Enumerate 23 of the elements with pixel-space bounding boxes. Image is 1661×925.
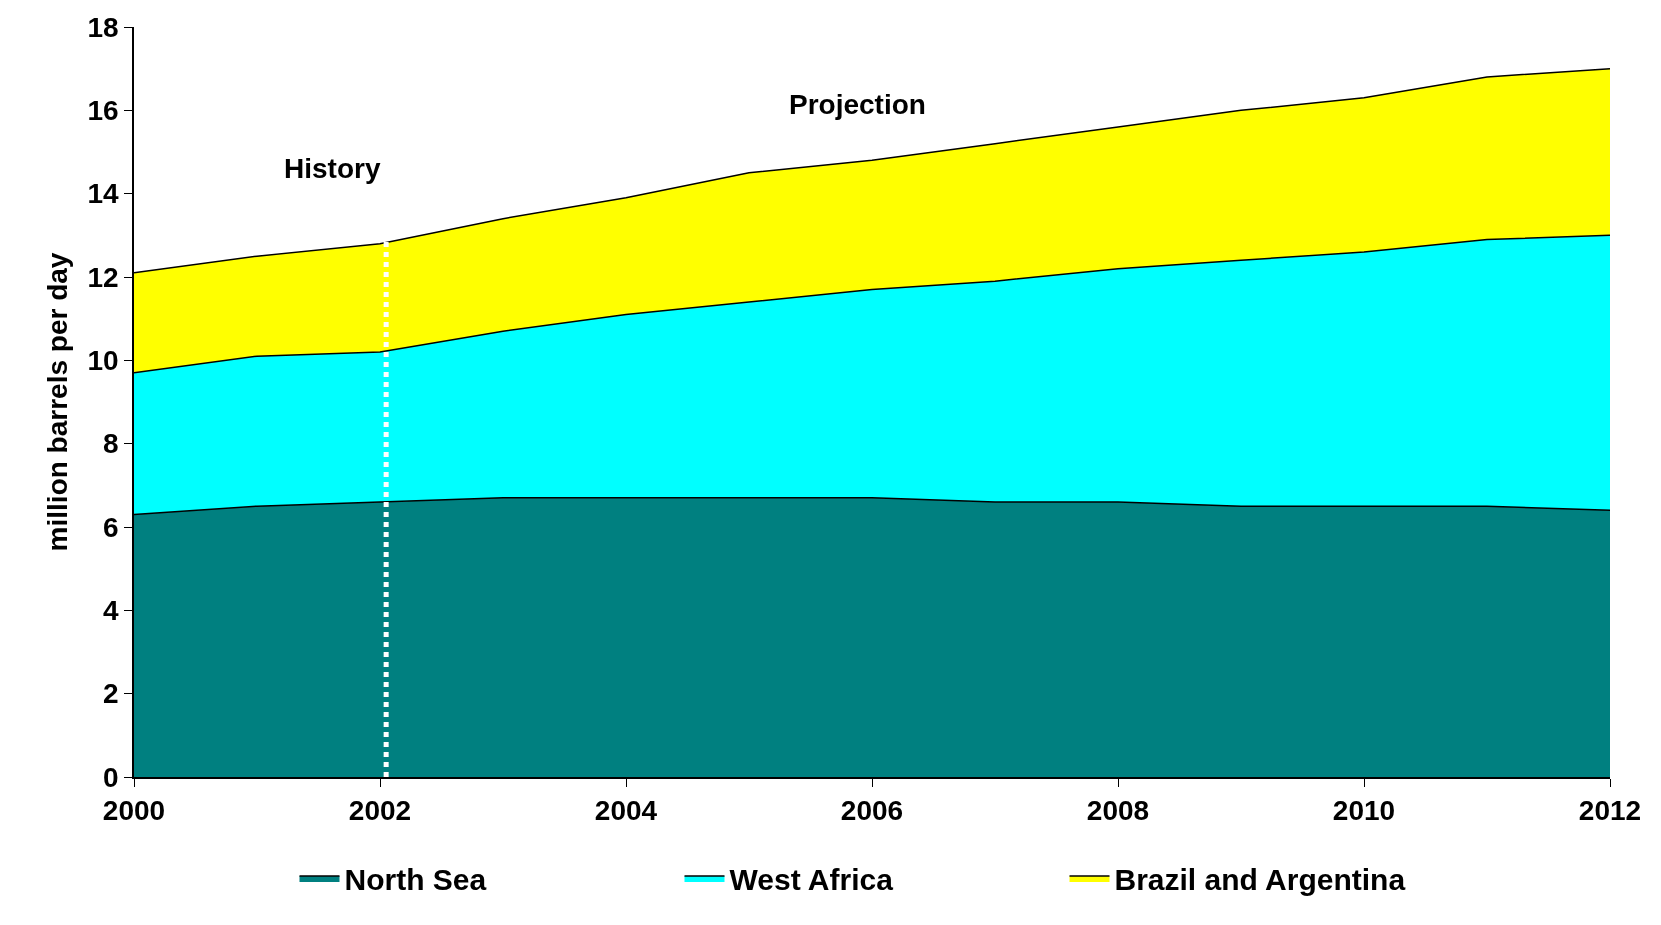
y-tick-label: 18 bbox=[87, 11, 119, 43]
y-axis-title: million barrels per day bbox=[41, 252, 73, 552]
y-tick-label: 2 bbox=[103, 678, 119, 710]
annotation: History bbox=[284, 153, 381, 184]
x-tick-label: 2010 bbox=[1332, 795, 1396, 827]
y-tick-label: 14 bbox=[87, 178, 120, 210]
x-tick-label: 2004 bbox=[594, 795, 658, 827]
y-tick-label: 6 bbox=[103, 511, 119, 543]
x-tick-label: 2008 bbox=[1086, 795, 1150, 827]
legend-label: West Africa bbox=[729, 862, 894, 896]
x-tick-label: 2002 bbox=[348, 795, 412, 827]
y-tick-label: 8 bbox=[103, 428, 119, 460]
legend-label: Brazil and Argentina bbox=[1114, 862, 1406, 896]
y-tick-label: 12 bbox=[87, 261, 119, 293]
annotation: Projection bbox=[789, 89, 926, 120]
y-tick-label: 4 bbox=[103, 595, 120, 627]
y-tick-label: 0 bbox=[103, 761, 119, 793]
y-tick-label: 16 bbox=[87, 95, 119, 127]
y-tick-label: 10 bbox=[87, 345, 119, 377]
legend-label: North Sea bbox=[344, 862, 487, 896]
x-tick-label: 2006 bbox=[840, 795, 904, 827]
x-tick-label: 2012 bbox=[1578, 795, 1642, 827]
x-tick-label: 2000 bbox=[102, 795, 166, 827]
